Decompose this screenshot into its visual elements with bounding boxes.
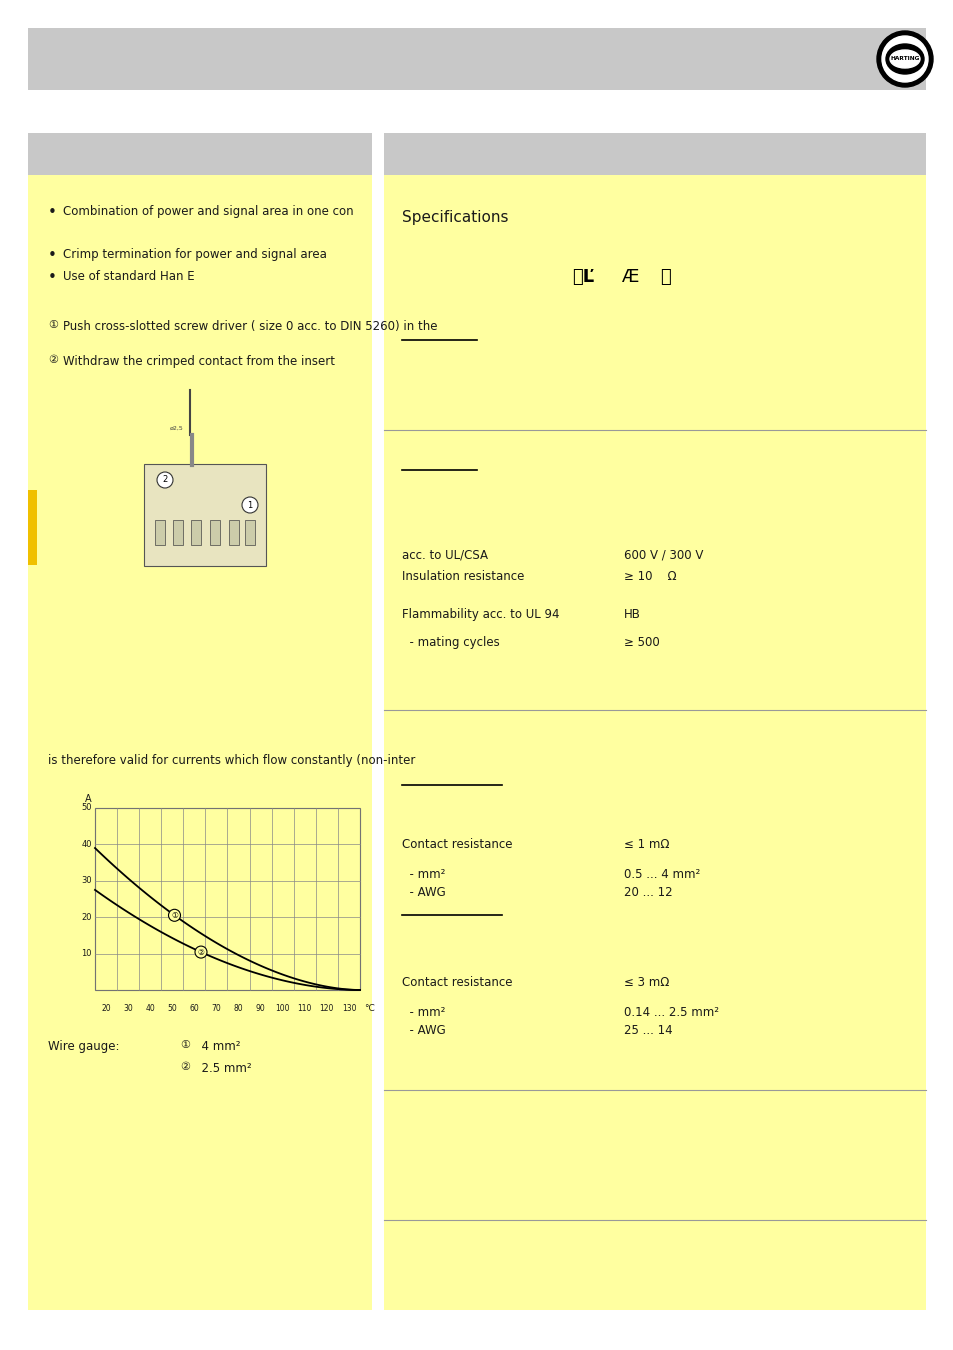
Bar — [191, 520, 201, 545]
Text: ②: ② — [197, 948, 204, 957]
Text: 30: 30 — [81, 876, 91, 886]
Text: Combination of power and signal area in one con: Combination of power and signal area in … — [63, 205, 354, 217]
Ellipse shape — [885, 45, 923, 74]
Text: 110: 110 — [297, 1004, 312, 1012]
Text: A: A — [85, 794, 91, 805]
Text: is therefore valid for currents which flow constantly (non-inter: is therefore valid for currents which fl… — [48, 755, 415, 767]
Text: °C: °C — [364, 1004, 375, 1012]
Text: acc. to UL/CSA: acc. to UL/CSA — [401, 548, 488, 562]
Ellipse shape — [889, 50, 919, 68]
Text: Contact resistance: Contact resistance — [401, 838, 512, 850]
Text: 90: 90 — [255, 1004, 265, 1012]
Text: ①: ① — [48, 320, 58, 329]
Text: ②: ② — [180, 1062, 190, 1072]
Text: Crimp termination for power and signal area: Crimp termination for power and signal a… — [63, 248, 327, 261]
Text: 70: 70 — [212, 1004, 221, 1012]
Text: ②: ② — [48, 355, 58, 364]
Text: ①: ① — [171, 911, 178, 919]
Text: ≤ 1 mΩ: ≤ 1 mΩ — [623, 838, 669, 850]
Text: •: • — [48, 270, 57, 285]
Bar — [28, 490, 37, 566]
Bar — [229, 520, 239, 545]
Text: 100: 100 — [275, 1004, 290, 1012]
Bar — [384, 134, 925, 176]
Circle shape — [882, 36, 927, 82]
Text: 25 ... 14: 25 ... 14 — [623, 1025, 672, 1037]
Bar — [95, 809, 359, 990]
Text: Use of standard Han E: Use of standard Han E — [63, 270, 194, 284]
Text: - mm²: - mm² — [401, 1006, 445, 1019]
Text: Ⓖ: Ⓖ — [659, 269, 670, 286]
Text: 20 ... 12: 20 ... 12 — [623, 886, 672, 899]
Text: 30: 30 — [123, 1004, 132, 1012]
Circle shape — [194, 946, 207, 958]
Text: Insulation resistance: Insulation resistance — [401, 570, 524, 583]
Bar — [384, 431, 925, 710]
Text: 1: 1 — [247, 501, 253, 509]
Text: 40: 40 — [81, 840, 91, 849]
Bar — [384, 176, 925, 431]
Text: Specifications: Specifications — [401, 211, 508, 225]
Text: - mm²: - mm² — [401, 868, 445, 882]
Text: 600 V / 300 V: 600 V / 300 V — [623, 548, 702, 562]
Text: 60: 60 — [190, 1004, 199, 1012]
Text: HB: HB — [623, 608, 640, 621]
Bar — [28, 176, 372, 1310]
Circle shape — [169, 910, 180, 921]
Text: 50: 50 — [81, 803, 91, 813]
Text: Æ: Æ — [621, 269, 639, 286]
Text: 80: 80 — [233, 1004, 243, 1012]
Text: 40: 40 — [145, 1004, 155, 1012]
Bar — [172, 520, 183, 545]
FancyBboxPatch shape — [144, 464, 266, 566]
Bar — [28, 134, 372, 176]
Text: - mating cycles: - mating cycles — [401, 636, 499, 649]
Text: ≤ 3 mΩ: ≤ 3 mΩ — [623, 976, 669, 990]
Text: ⓊĽ: ⓊĽ — [572, 269, 594, 286]
Text: 0.5 ... 4 mm²: 0.5 ... 4 mm² — [623, 868, 700, 882]
Text: HARTING: HARTING — [889, 57, 919, 62]
Bar — [384, 1220, 925, 1310]
Text: 0.14 ... 2.5 mm²: 0.14 ... 2.5 mm² — [623, 1006, 719, 1019]
Text: 130: 130 — [341, 1004, 355, 1012]
Text: 50: 50 — [167, 1004, 177, 1012]
Text: 20: 20 — [101, 1004, 111, 1012]
Bar — [384, 710, 925, 1089]
Text: 20: 20 — [81, 913, 91, 922]
Text: Withdraw the crimped contact from the insert: Withdraw the crimped contact from the in… — [63, 355, 335, 369]
Text: 2: 2 — [162, 475, 168, 485]
Text: ø2,5: ø2,5 — [170, 427, 184, 431]
Text: 2.5 mm²: 2.5 mm² — [193, 1062, 252, 1075]
Text: 10: 10 — [81, 949, 91, 958]
Text: ≥ 10    Ω: ≥ 10 Ω — [623, 570, 676, 583]
Text: •: • — [48, 248, 57, 263]
Text: Flammability acc. to UL 94: Flammability acc. to UL 94 — [401, 608, 558, 621]
Circle shape — [242, 497, 257, 513]
Text: 4 mm²: 4 mm² — [193, 1040, 240, 1053]
Circle shape — [157, 472, 172, 487]
Bar — [28, 28, 925, 90]
Circle shape — [876, 31, 932, 86]
Text: - AWG: - AWG — [401, 1025, 445, 1037]
Text: ①: ① — [180, 1040, 190, 1050]
Text: ≥ 500: ≥ 500 — [623, 636, 659, 649]
Bar — [154, 520, 165, 545]
Text: Push cross-slotted screw driver ( size 0 acc. to DIN 5260) in the: Push cross-slotted screw driver ( size 0… — [63, 320, 437, 333]
Text: - AWG: - AWG — [401, 886, 445, 899]
Text: Contact resistance: Contact resistance — [401, 976, 512, 990]
Text: 120: 120 — [319, 1004, 334, 1012]
Bar — [210, 520, 220, 545]
Bar — [245, 520, 254, 545]
Text: Wire gauge:: Wire gauge: — [48, 1040, 119, 1053]
Bar — [384, 1089, 925, 1220]
Text: •: • — [48, 205, 57, 220]
